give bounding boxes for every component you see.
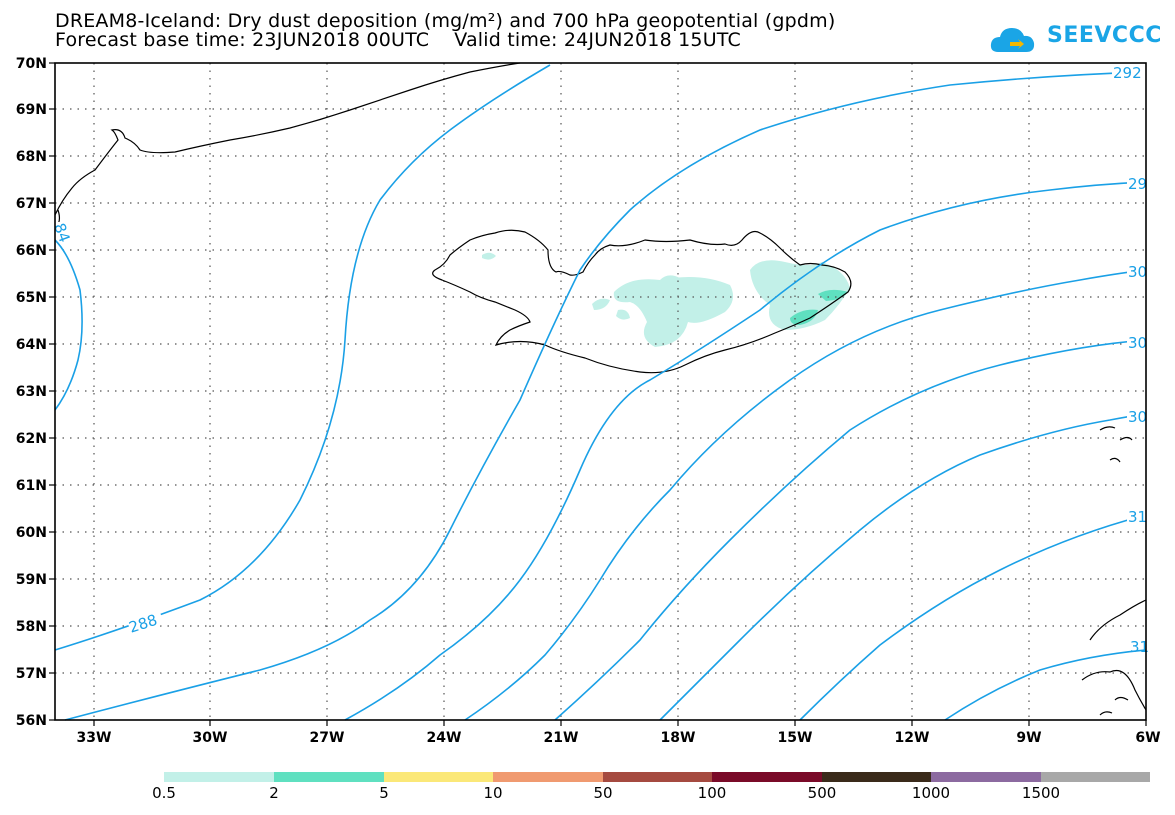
dust-patch-low bbox=[482, 252, 496, 260]
lat-label: 57N bbox=[16, 666, 47, 682]
colorbar-label: 1500 bbox=[1021, 784, 1061, 802]
dust-patches bbox=[482, 252, 850, 347]
colorbar-swatch bbox=[493, 772, 603, 782]
lon-label: 24W bbox=[427, 730, 462, 746]
dust-patch-mid bbox=[818, 289, 848, 301]
lon-label: 6W bbox=[1135, 730, 1160, 746]
colorbar-swatch bbox=[822, 772, 931, 782]
colorbar-swatch bbox=[603, 772, 712, 782]
coast-greenland bbox=[54, 62, 521, 216]
coast-iceland bbox=[432, 229, 852, 374]
colorbar-label: 10 bbox=[483, 784, 503, 802]
colorbar-swatch bbox=[164, 772, 274, 782]
lat-label: 59N bbox=[16, 572, 47, 588]
lat-label: 64N bbox=[16, 337, 47, 353]
contour-304 bbox=[554, 339, 1147, 721]
lon-label: 30W bbox=[193, 730, 228, 746]
colorbar-label: 100 bbox=[697, 784, 727, 802]
dust-patch-mid bbox=[790, 309, 818, 325]
colorbar-label: 0.5 bbox=[152, 784, 176, 802]
graticule bbox=[55, 63, 1146, 720]
colorbar-swatch bbox=[712, 772, 822, 782]
lat-label: 58N bbox=[16, 619, 47, 635]
contour-288 bbox=[54, 64, 551, 651]
colorbar-swatch bbox=[1041, 772, 1150, 782]
coast-scotland bbox=[1081, 599, 1147, 711]
lat-label: 61N bbox=[16, 478, 47, 494]
lat-labels: 56N 57N 58N 59N 60N 61N 62N 63N 64N 65N … bbox=[16, 56, 47, 729]
dust-patch-low bbox=[750, 260, 850, 330]
dust-patch-low bbox=[616, 309, 630, 320]
lat-label: 66N bbox=[16, 243, 47, 259]
lat-label: 56N bbox=[16, 713, 47, 729]
dust-patch-low bbox=[660, 275, 680, 283]
title-line-1: DREAM8-Iceland: Dry dust deposition (mg/… bbox=[55, 10, 836, 32]
map-frame bbox=[54, 62, 1147, 721]
colorbar-label: 5 bbox=[379, 784, 389, 802]
lon-label: 33W bbox=[77, 730, 112, 746]
colorbar-label: 500 bbox=[807, 784, 837, 802]
title-line-2: Forecast base time: 23JUN2018 00UTC Vali… bbox=[55, 29, 741, 51]
contour-label: 29 bbox=[1128, 175, 1147, 193]
colorbar-label: 2 bbox=[269, 784, 279, 802]
lon-labels: 33W 30W 27W 24W 21W 18W 15W 12W 9W 6W bbox=[77, 730, 1161, 746]
lon-label: 9W bbox=[1016, 730, 1041, 746]
cloud-icon bbox=[990, 28, 1035, 52]
contour-312 bbox=[799, 514, 1147, 721]
contour-label: 30 bbox=[1128, 408, 1147, 426]
contour-300 bbox=[464, 269, 1147, 721]
contours bbox=[54, 64, 1147, 721]
lat-label: 60N bbox=[16, 525, 47, 541]
lat-label: 63N bbox=[16, 384, 47, 400]
dust-patch-low bbox=[592, 298, 610, 310]
lon-label: 12W bbox=[895, 730, 930, 746]
contour-label: 292 bbox=[1113, 64, 1142, 82]
contour-296 bbox=[344, 181, 1147, 721]
contour-284 bbox=[54, 239, 83, 411]
lat-label: 67N bbox=[16, 196, 47, 212]
lat-label: 69N bbox=[16, 102, 47, 118]
contour-label: 84 bbox=[50, 221, 73, 245]
lat-label: 62N bbox=[16, 431, 47, 447]
contour-label: 31 bbox=[1130, 638, 1149, 656]
colorbar bbox=[164, 772, 1150, 782]
lon-label: 18W bbox=[661, 730, 696, 746]
lat-label: 70N bbox=[16, 56, 47, 72]
contour-label: 30 bbox=[1128, 263, 1147, 281]
contour-label: 31 bbox=[1128, 508, 1147, 526]
contour-290 bbox=[64, 71, 1147, 721]
coastlines bbox=[54, 62, 1147, 716]
lon-label: 27W bbox=[310, 730, 345, 746]
contour-316 bbox=[944, 649, 1147, 721]
colorbar-label: 50 bbox=[593, 784, 613, 802]
ticks bbox=[49, 62, 1147, 726]
contour-labels: 292 29 30 30 30 31 288 84 31 bbox=[50, 64, 1149, 656]
colorbar-swatch bbox=[274, 772, 384, 782]
contour-308 bbox=[659, 413, 1147, 721]
colorbar-swatch bbox=[931, 772, 1041, 782]
colorbar-swatch bbox=[384, 772, 493, 782]
dust-patch-low bbox=[613, 276, 734, 347]
lat-label: 68N bbox=[16, 149, 47, 165]
logo-text: SEEVCCC bbox=[1047, 23, 1162, 48]
lon-label: 15W bbox=[778, 730, 813, 746]
colorbar-label: 1000 bbox=[911, 784, 951, 802]
contour-label: 30 bbox=[1128, 334, 1147, 352]
contour-label: 288 bbox=[127, 611, 160, 637]
lon-label: 21W bbox=[544, 730, 579, 746]
lat-label: 65N bbox=[16, 290, 47, 306]
